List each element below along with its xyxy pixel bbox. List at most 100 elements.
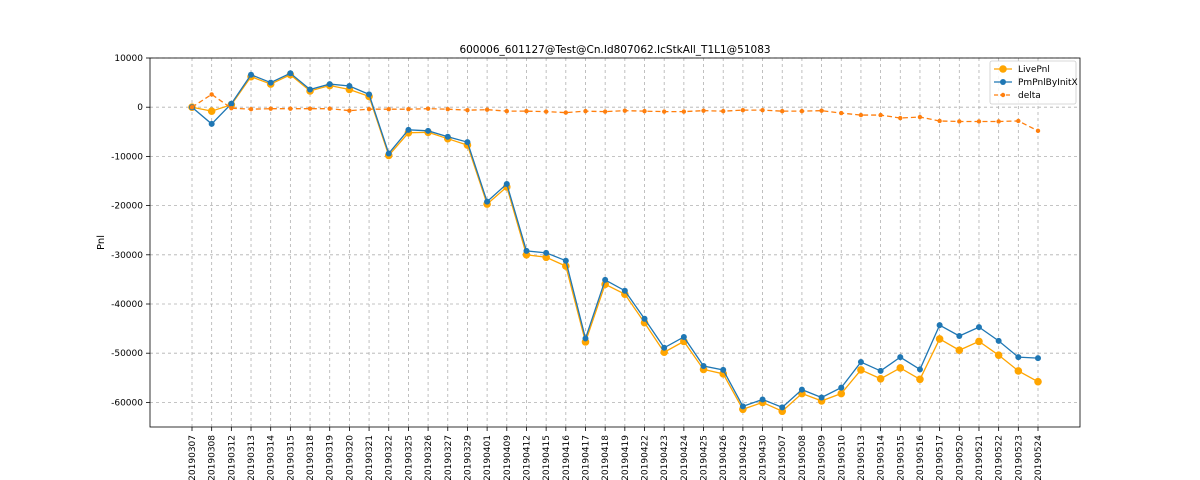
x-tick-label: 20190327 xyxy=(444,435,454,480)
x-tick-label: 20190422 xyxy=(641,435,651,480)
x-tick-label: 20190425 xyxy=(700,435,710,480)
data-point-PmPnlByInitX xyxy=(267,79,274,86)
x-tick-label: 20190329 xyxy=(463,435,473,480)
axes: 20190307 20190308 20190312 20190313 20190314… xyxy=(111,54,1081,480)
data-point-PmPnlByInitX xyxy=(936,322,943,329)
data-point-LivePnl xyxy=(857,366,865,374)
data-point-delta xyxy=(366,106,372,112)
data-point-delta xyxy=(504,108,509,114)
data-point-PmPnlByInitX xyxy=(484,198,491,205)
data-point-PmPnlByInitX xyxy=(975,324,982,331)
x-tick-label: 20190513 xyxy=(857,435,867,480)
data-point-PmPnlByInitX xyxy=(503,180,510,187)
data-point-delta xyxy=(681,109,687,114)
series-line-PmPnlByInitX xyxy=(191,72,1039,409)
data-point-delta xyxy=(347,108,352,113)
data-point-LivePnl xyxy=(837,389,846,398)
series-PmPnlByInitX xyxy=(189,70,1041,411)
x-tick-label: 20190319 xyxy=(326,435,336,480)
x-tick-label: 20190409 xyxy=(503,435,513,480)
x-tick-label: 20190415 xyxy=(542,435,552,480)
y-tick-label: -30000 xyxy=(111,251,143,261)
x-tick-label: 20190523 xyxy=(1014,435,1024,480)
y-tick-label: 0 xyxy=(137,103,143,113)
data-point-PmPnlByInitX xyxy=(995,337,1002,344)
series-line-delta xyxy=(191,93,1039,132)
legend: LivePnl PmPnlByInitX delta xyxy=(989,60,1078,105)
x-tick-label: 20190307 xyxy=(188,435,198,480)
data-point-LivePnl xyxy=(935,335,944,343)
x-tick-label: 20190424 xyxy=(680,435,690,480)
x-tick-label: 20190419 xyxy=(621,435,631,480)
data-point-delta xyxy=(819,108,824,113)
data-point-PmPnlByInitX xyxy=(818,394,825,401)
data-point-delta xyxy=(957,119,962,124)
x-tick-label: 20190524 xyxy=(1034,435,1044,480)
data-point-PmPnlByInitX xyxy=(1035,355,1041,362)
data-point-PmPnlByInitX xyxy=(405,126,412,133)
x-tick-label: 20190508 xyxy=(798,435,808,480)
x-tick-label: 20190520 xyxy=(955,435,965,480)
legend-box xyxy=(989,60,1077,105)
data-point-PmPnlByInitX xyxy=(621,287,628,294)
x-tick-label: 20190320 xyxy=(345,435,355,480)
series-layer xyxy=(188,70,1042,416)
y-tick-label: -40000 xyxy=(111,300,143,310)
plot-frame xyxy=(149,57,1081,428)
data-point-PmPnlByInitX xyxy=(248,71,255,78)
legend-item-PmPnlByInitX: PmPnlByInitX xyxy=(994,78,1078,88)
chart-title: 600006_601127@Test@Cn.Id807062.IcStkAll_… xyxy=(459,44,770,56)
x-tick-label: 20190514 xyxy=(877,435,887,480)
x-tick-label: 20190412 xyxy=(522,435,532,480)
y-tick-label: -60000 xyxy=(111,398,143,408)
x-tick-label: 20190313 xyxy=(247,435,257,480)
x-tick-label: 20190315 xyxy=(286,435,296,480)
data-point-PmPnlByInitX xyxy=(208,120,215,127)
data-point-LivePnl xyxy=(916,375,924,384)
data-point-delta xyxy=(799,108,805,114)
data-point-PmPnlByInitX xyxy=(759,396,766,403)
x-tick-label: 20190318 xyxy=(306,435,316,480)
data-point-delta xyxy=(602,109,608,114)
grid xyxy=(150,57,1080,427)
x-tick-label: 20190516 xyxy=(916,435,926,480)
data-point-PmPnlByInitX xyxy=(956,332,963,339)
legend-label: LivePnl xyxy=(1018,65,1050,75)
series-LivePnl xyxy=(188,70,1042,416)
legend-marker xyxy=(1000,92,1006,98)
data-point-PmPnlByInitX xyxy=(798,386,805,393)
data-point-PmPnlByInitX xyxy=(916,366,923,373)
data-point-PmPnlByInitX xyxy=(739,403,746,410)
data-point-delta xyxy=(937,118,942,124)
data-point-PmPnlByInitX xyxy=(307,86,314,93)
data-point-PmPnlByInitX xyxy=(562,257,569,264)
x-tick-label: 20190521 xyxy=(975,435,985,480)
data-point-delta xyxy=(1016,118,1021,124)
data-point-PmPnlByInitX xyxy=(779,404,786,411)
data-point-delta xyxy=(780,108,785,114)
x-tick-label: 20190423 xyxy=(660,435,670,480)
data-point-delta xyxy=(445,106,450,112)
data-point-PmPnlByInitX xyxy=(346,83,353,90)
x-tick-label: 20190517 xyxy=(936,435,946,480)
data-point-delta xyxy=(976,119,982,124)
data-point-LivePnl xyxy=(660,348,668,357)
data-point-delta xyxy=(917,114,923,120)
data-point-delta xyxy=(622,108,628,113)
data-point-delta xyxy=(563,110,569,115)
x-tick-label: 20190326 xyxy=(424,435,434,480)
x-tick-label: 20190401 xyxy=(483,435,493,480)
data-point-PmPnlByInitX xyxy=(523,247,530,254)
data-point-delta xyxy=(484,107,490,112)
data-point-delta xyxy=(327,106,332,111)
x-tick-label: 20190429 xyxy=(739,435,749,480)
data-point-PmPnlByInitX xyxy=(897,354,904,361)
x-tick-label: 20190308 xyxy=(208,435,218,480)
x-tick-label: 20190522 xyxy=(995,435,1005,480)
data-point-LivePnl xyxy=(876,374,885,383)
data-point-PmPnlByInitX xyxy=(641,315,648,322)
legend-label: delta xyxy=(1018,91,1041,101)
data-point-delta xyxy=(268,106,273,111)
x-tick-label: 20190416 xyxy=(562,435,572,480)
